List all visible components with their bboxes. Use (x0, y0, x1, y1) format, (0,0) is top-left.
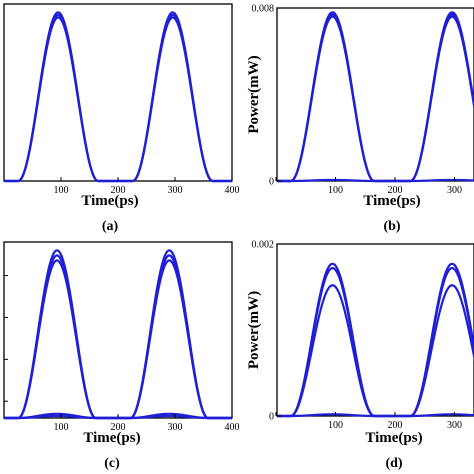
x-tick-label: 400 (225, 185, 240, 196)
series-line-3 (4, 16, 232, 183)
series-group (277, 11, 474, 183)
panel-label: (d) (385, 456, 402, 471)
panel-a: 100 200 300 400 Time(ps) (a) (3, 3, 240, 234)
x-tick-label: 100 (328, 420, 343, 431)
x-tick-label: 200 (111, 422, 126, 433)
series-line-2 (277, 13, 474, 183)
series-group (4, 11, 232, 183)
panel-b: 100 200 300 0 0.008 Time(ps) Power(mW) (b) (246, 4, 474, 234)
y-tick-label: 0 (269, 412, 274, 423)
y-axis-label: Power(mW) (246, 291, 262, 369)
plot-frame (276, 243, 474, 417)
series-line-3 (4, 259, 232, 420)
x-tick-label: 200 (388, 185, 403, 196)
series-line-3 (277, 15, 474, 183)
series-group (4, 249, 232, 420)
panel-label: (c) (104, 456, 120, 471)
x-tick-label: 200 (111, 185, 126, 196)
panel-label: (a) (102, 219, 119, 234)
x-tick-label: 100 (54, 422, 69, 433)
series-line-4 (277, 178, 474, 183)
panel-label: (b) (383, 219, 400, 234)
x-axis-label: Time(ps) (81, 193, 138, 209)
x-tick-label: 100 (54, 185, 69, 196)
y-tick-label: 0.002 (252, 240, 275, 251)
series-line-1 (277, 262, 474, 418)
series-line-2 (277, 266, 474, 418)
series-group (277, 262, 474, 418)
y-tick-label: 0.008 (252, 4, 275, 15)
x-tick-label: 100 (328, 185, 343, 196)
x-tick-label: 300 (447, 420, 462, 431)
x-tick-label: 300 (168, 185, 183, 196)
panel-d: 100 200 300 0 0.002 Time(ps) Power(mW) (d) (246, 240, 474, 471)
series-line-1 (277, 11, 474, 183)
x-tick-label: 200 (388, 420, 403, 431)
x-axis-label: Time(ps) (83, 430, 140, 446)
y-axis-label: Power(mW) (246, 55, 262, 133)
x-tick-label: 300 (168, 422, 183, 433)
x-tick-label: 400 (225, 422, 240, 433)
x-tick-label: 300 (447, 185, 462, 196)
y-tick-label: 0 (269, 177, 274, 188)
x-axis-label: Time(ps) (365, 430, 422, 446)
panel-c: 100 200 300 400 Time(ps) (c) (3, 241, 240, 471)
series-line-3 (277, 284, 474, 418)
x-axis-label: Time(ps) (363, 193, 420, 209)
